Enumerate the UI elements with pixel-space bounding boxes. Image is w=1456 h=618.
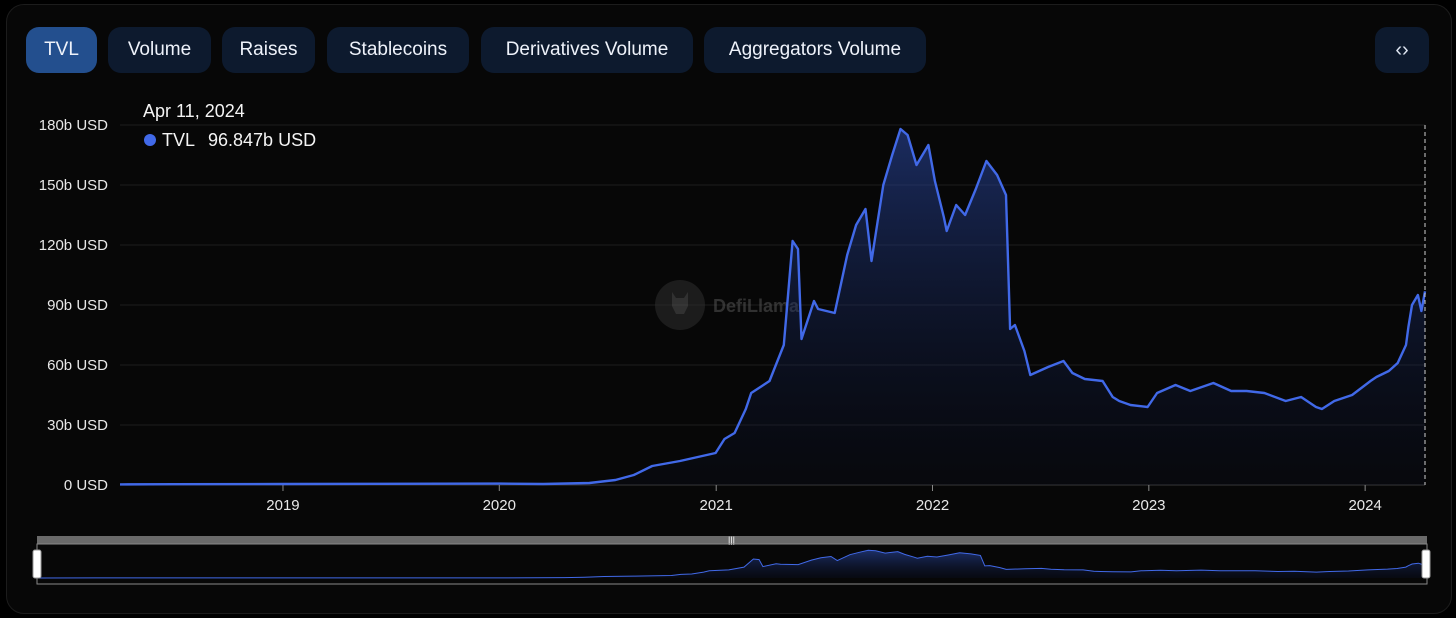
- watermark: DefiLlama: [655, 280, 800, 330]
- tab-volume[interactable]: Volume: [108, 27, 211, 73]
- x-tick-label: 2019: [266, 497, 299, 514]
- slider-grip-icon[interactable]: |||: [728, 535, 735, 545]
- tvl-area: [120, 129, 1425, 485]
- tab-tvl[interactable]: TVL: [26, 27, 97, 73]
- y-tick-label: 30b USD: [47, 417, 108, 434]
- y-tick-label: 60b USD: [47, 357, 108, 374]
- y-axis: 0 USD 30b USD 60b USD 90b USD 120b USD 150b U…: [39, 117, 108, 494]
- tooltip: Apr 11, 2024 TVL 96.847b USD: [143, 101, 316, 150]
- y-tick-label: 150b USD: [39, 177, 108, 194]
- tab-derivatives-volume[interactable]: Derivatives Volume: [481, 27, 693, 73]
- llama-icon: [672, 292, 688, 314]
- code-brackets-icon: ‹›: [1395, 39, 1409, 61]
- x-tick-label: 2021: [700, 497, 733, 514]
- tvl-series-line: [119, 127, 1427, 486]
- x-tick-label: 2024: [1348, 497, 1381, 514]
- range-handle-right[interactable]: [1421, 549, 1431, 579]
- tooltip-value: 96.847b USD: [208, 130, 316, 150]
- tooltip-series-dot: [144, 134, 156, 146]
- y-tick-label: 0 USD: [64, 477, 108, 494]
- tooltip-date: Apr 11, 2024: [143, 101, 245, 121]
- y-tick-label: 120b USD: [39, 237, 108, 254]
- y-tick-label: 90b USD: [47, 297, 108, 314]
- watermark-text: DefiLlama: [713, 296, 800, 316]
- range-slider-track: [37, 536, 1427, 544]
- tab-stablecoins[interactable]: Stablecoins: [327, 27, 469, 73]
- range-slider[interactable]: |||: [32, 535, 1431, 585]
- overview-line: [37, 549, 1427, 579]
- chart-panel: [6, 4, 1452, 614]
- x-axis: 2019 2020 2021 2022 2023 2024: [266, 485, 1382, 514]
- embed-code-button[interactable]: ‹›: [1375, 27, 1429, 73]
- x-tick-label: 2020: [483, 497, 516, 514]
- x-tick-label: 2022: [916, 497, 949, 514]
- range-handle-left[interactable]: [32, 549, 42, 579]
- tooltip-series-name: TVL: [162, 130, 195, 150]
- x-tick-label: 2023: [1132, 497, 1165, 514]
- tab-raises[interactable]: Raises: [222, 27, 315, 73]
- tab-aggregators-volume[interactable]: Aggregators Volume: [704, 27, 926, 73]
- overview-area: [38, 550, 1426, 578]
- y-tick-label: 180b USD: [39, 117, 108, 134]
